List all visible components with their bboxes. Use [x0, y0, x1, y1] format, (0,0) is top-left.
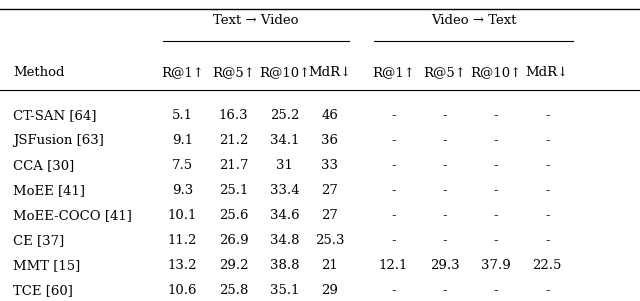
- Text: 10.1: 10.1: [168, 209, 197, 222]
- Text: MoEE-COCO [41]: MoEE-COCO [41]: [13, 209, 132, 222]
- Text: R@10↑: R@10↑: [470, 66, 522, 79]
- Text: -: -: [442, 234, 447, 247]
- Text: Method: Method: [13, 66, 64, 79]
- Text: -: -: [391, 209, 396, 222]
- Text: JSFusion [63]: JSFusion [63]: [13, 134, 104, 147]
- Text: 7.5: 7.5: [172, 159, 193, 172]
- Text: -: -: [442, 184, 447, 197]
- Text: 33: 33: [321, 159, 338, 172]
- Text: 37.9: 37.9: [481, 259, 511, 272]
- Text: 9.1: 9.1: [172, 134, 193, 147]
- Text: 11.2: 11.2: [168, 234, 197, 247]
- Text: CCA [30]: CCA [30]: [13, 159, 74, 172]
- Text: 10.6: 10.6: [168, 284, 197, 297]
- Text: 46: 46: [321, 109, 338, 123]
- Text: R@5↑: R@5↑: [212, 66, 255, 79]
- Text: 27: 27: [321, 209, 338, 222]
- Text: 34.8: 34.8: [270, 234, 300, 247]
- Text: 38.8: 38.8: [270, 259, 300, 272]
- Text: -: -: [391, 234, 396, 247]
- Text: 21.7: 21.7: [219, 159, 248, 172]
- Text: -: -: [391, 134, 396, 147]
- Text: -: -: [391, 184, 396, 197]
- Text: 34.1: 34.1: [270, 134, 300, 147]
- Text: -: -: [493, 284, 499, 297]
- Text: 21: 21: [321, 259, 338, 272]
- Text: 31: 31: [276, 159, 293, 172]
- Text: -: -: [493, 184, 499, 197]
- Text: CT-SAN [64]: CT-SAN [64]: [13, 109, 96, 123]
- Text: Text → Video: Text → Video: [213, 14, 299, 27]
- Text: -: -: [493, 159, 499, 172]
- Text: -: -: [493, 134, 499, 147]
- Text: 25.6: 25.6: [219, 209, 248, 222]
- Text: -: -: [442, 284, 447, 297]
- Text: 26.9: 26.9: [219, 234, 248, 247]
- Text: 35.1: 35.1: [270, 284, 300, 297]
- Text: MdR↓: MdR↓: [525, 66, 569, 79]
- Text: -: -: [545, 184, 550, 197]
- Text: 34.6: 34.6: [270, 209, 300, 222]
- Text: 5.1: 5.1: [172, 109, 193, 123]
- Text: -: -: [442, 209, 447, 222]
- Text: 29.3: 29.3: [430, 259, 460, 272]
- Text: 27: 27: [321, 184, 338, 197]
- Text: R@10↑: R@10↑: [259, 66, 310, 79]
- Text: 13.2: 13.2: [168, 259, 197, 272]
- Text: -: -: [545, 109, 550, 123]
- Text: R@1↑: R@1↑: [372, 66, 415, 79]
- Text: MdR↓: MdR↓: [308, 66, 351, 79]
- Text: 33.4: 33.4: [270, 184, 300, 197]
- Text: 36: 36: [321, 134, 338, 147]
- Text: -: -: [545, 209, 550, 222]
- Text: -: -: [391, 284, 396, 297]
- Text: -: -: [391, 159, 396, 172]
- Text: MMT [15]: MMT [15]: [13, 259, 80, 272]
- Text: R@1↑: R@1↑: [161, 66, 204, 79]
- Text: -: -: [545, 284, 550, 297]
- Text: CE [37]: CE [37]: [13, 234, 64, 247]
- Text: 25.8: 25.8: [219, 284, 248, 297]
- Text: 9.3: 9.3: [172, 184, 193, 197]
- Text: -: -: [442, 109, 447, 123]
- Text: -: -: [545, 134, 550, 147]
- Text: MoEE [41]: MoEE [41]: [13, 184, 84, 197]
- Text: -: -: [493, 234, 499, 247]
- Text: -: -: [442, 159, 447, 172]
- Text: -: -: [442, 134, 447, 147]
- Text: TCE [60]: TCE [60]: [13, 284, 73, 297]
- Text: Video → Text: Video → Text: [431, 14, 516, 27]
- Text: 29: 29: [321, 284, 338, 297]
- Text: 25.3: 25.3: [315, 234, 344, 247]
- Text: 29.2: 29.2: [219, 259, 248, 272]
- Text: -: -: [545, 234, 550, 247]
- Text: 21.2: 21.2: [219, 134, 248, 147]
- Text: -: -: [493, 209, 499, 222]
- Text: -: -: [493, 109, 499, 123]
- Text: 16.3: 16.3: [219, 109, 248, 123]
- Text: -: -: [391, 109, 396, 123]
- Text: 12.1: 12.1: [379, 259, 408, 272]
- Text: 22.5: 22.5: [532, 259, 562, 272]
- Text: R@5↑: R@5↑: [424, 66, 466, 79]
- Text: 25.2: 25.2: [270, 109, 300, 123]
- Text: 25.1: 25.1: [219, 184, 248, 197]
- Text: -: -: [545, 159, 550, 172]
